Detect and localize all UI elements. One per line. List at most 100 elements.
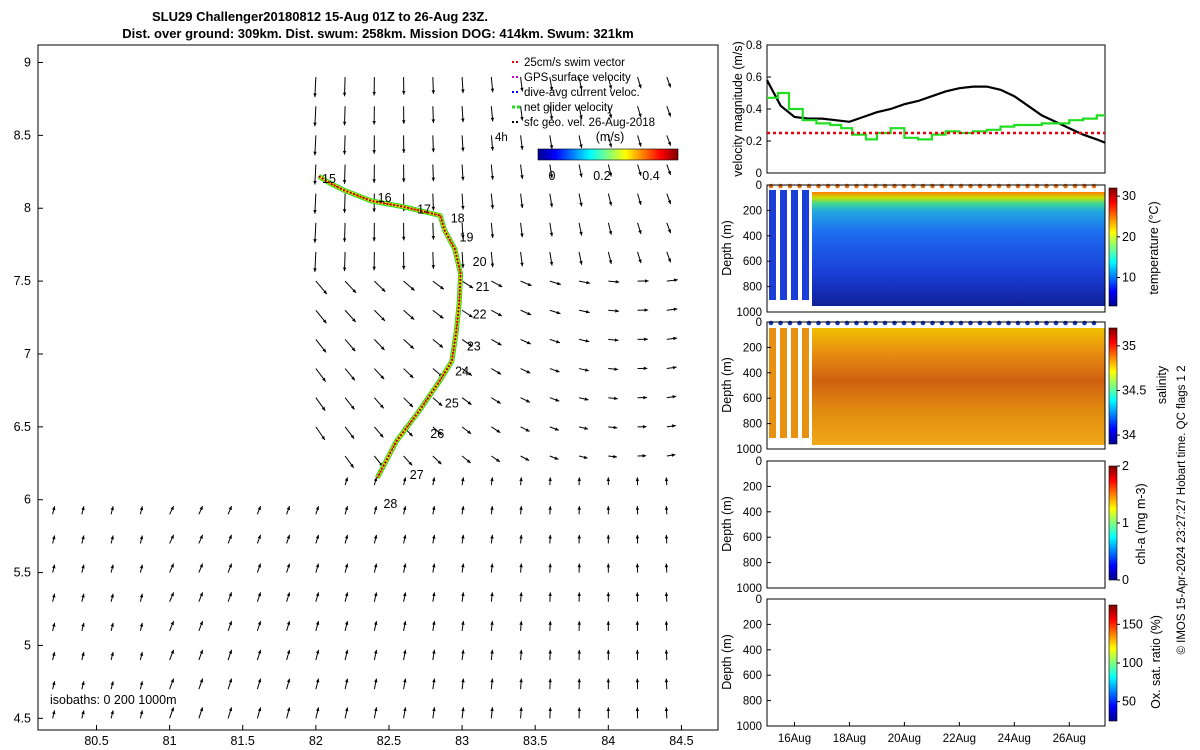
- sal-dot: [968, 320, 973, 326]
- velocity-arrowhead: [403, 592, 407, 597]
- velocity-arrowhead: [313, 180, 317, 185]
- sal-dot: [958, 320, 964, 326]
- velocity-arrowhead: [461, 235, 465, 239]
- map-y-tick-label: 5.5: [14, 566, 31, 580]
- velocity-arrowhead: [490, 88, 495, 93]
- day-label: 28: [383, 497, 397, 511]
- velocity-arrowhead: [257, 534, 261, 539]
- sal-dot: [939, 320, 945, 326]
- velocity-arrowhead: [170, 678, 174, 683]
- temp-dot: [1044, 183, 1049, 189]
- velocity-y-tick-label: 0.8: [746, 40, 762, 52]
- velocity-arrowhead: [286, 563, 291, 568]
- day-label: 24: [455, 364, 469, 378]
- time-x-ticks: 16Aug 18Aug 20Aug 22Aug 24Aug 26Aug: [778, 722, 1086, 745]
- velocity-arrowhead: [352, 289, 357, 293]
- velocity-arrowhead: [635, 534, 640, 539]
- velocity-arrowhead: [635, 563, 640, 568]
- velocity-arrowhead: [579, 144, 583, 149]
- velocity-arrowhead: [170, 707, 175, 712]
- velocity-arrowhead: [519, 506, 523, 510]
- time-tick-label: 24Aug: [998, 733, 1031, 745]
- sal-dot: [873, 320, 878, 326]
- velocity-arrowhead: [548, 506, 552, 510]
- chla-panel: 0 200 400 600 800 1000 Depth (m) 2 1 0 chl-a (m…: [720, 456, 1148, 595]
- velocity-arrowhead: [439, 285, 444, 290]
- map-y-tick-label: 4.5: [14, 711, 31, 725]
- temp-dot: [873, 183, 878, 189]
- velocity-arrowhead: [635, 707, 640, 711]
- velocity-arrowhead: [199, 621, 203, 626]
- velocity-arrowhead: [81, 506, 85, 511]
- velocity-arrowhead: [257, 678, 262, 683]
- depth-tick-label: 400: [743, 231, 762, 243]
- temp-dot: [1053, 183, 1059, 189]
- map-panel: SLU29 Challenger20180812 15-Aug 01Z to 2…: [14, 9, 719, 748]
- velocity-arrowhead: [315, 592, 320, 597]
- depth-tick-label: 800: [743, 419, 762, 431]
- velocity-arrowhead: [643, 366, 648, 371]
- velocity-arrowhead: [52, 564, 56, 569]
- velocity-arrowhead: [286, 534, 291, 539]
- velocity-arrowhead: [606, 506, 611, 510]
- velocity-arrowhead: [490, 146, 495, 151]
- velocity-arrowhead: [468, 342, 473, 347]
- temp-dot: [958, 183, 964, 189]
- velocity-arrowhead: [490, 678, 494, 683]
- velocity-arrowhead: [228, 621, 233, 626]
- velocity-arrowhead: [110, 710, 114, 715]
- velocity-arrowhead: [577, 506, 581, 510]
- velocity-arrowhead: [342, 209, 347, 213]
- depth-tick-label: 200: [743, 481, 762, 493]
- velocity-panel: 0 0.2 0.4 0.6 0.8 velocity magnitude (m/s): [731, 40, 1106, 180]
- map-x-tick-label: 81.5: [231, 734, 255, 748]
- velocity-arrowhead: [585, 310, 590, 314]
- legend-time-label: 4h: [495, 132, 508, 144]
- oxygen-panel: 0 200 400 600 800 1000 16Aug 18Aug 20Aug 22Aug 24…: [720, 594, 1163, 745]
- velocity-arrowhead: [672, 365, 677, 370]
- velocity-arrowhead: [667, 170, 672, 175]
- velocity-arrowhead: [313, 93, 317, 98]
- velocity-arrowhead: [548, 707, 552, 712]
- velocity-arrowhead: [519, 534, 523, 539]
- colorbar-tick-label: 2: [1122, 459, 1129, 473]
- velocity-arrowhead: [342, 238, 347, 243]
- velocity-arrowhead: [496, 429, 501, 433]
- temp-dot: [1082, 183, 1087, 189]
- velocity-arrowhead: [286, 678, 291, 683]
- sal-dot: [892, 320, 897, 326]
- velocity-arrowhead: [577, 707, 581, 711]
- velocity-arrowhead: [351, 318, 356, 323]
- velocity-y-tick-label: 0.6: [746, 72, 762, 84]
- temp-dot: [854, 183, 859, 189]
- depth-tick-label: 0: [756, 594, 762, 606]
- sal-dot: [835, 320, 840, 326]
- velocity-arrowhead: [170, 506, 174, 511]
- velocity-arrowhead: [372, 266, 376, 271]
- velocity-arrowhead: [520, 116, 524, 121]
- day-label: 18: [451, 211, 465, 225]
- map-x-tick-label: 81: [163, 734, 177, 748]
- velocity-arrowhead: [350, 463, 354, 468]
- sal-dot: [1015, 320, 1021, 326]
- velocity-arrowhead: [342, 267, 347, 272]
- velocity-arrowhead: [409, 374, 414, 378]
- velocity-arrowhead: [373, 563, 378, 568]
- temp-dot: [977, 183, 983, 189]
- velocity-arrowhead: [381, 317, 385, 321]
- velocity-arrowhead: [664, 707, 669, 712]
- sal-dot: [911, 320, 916, 326]
- velocity-arrowhead: [170, 621, 174, 626]
- velocity-arrowhead: [579, 231, 583, 236]
- velocity-arrowhead: [374, 678, 378, 683]
- velocity-arrowhead: [606, 563, 611, 568]
- velocity-arrowhead: [635, 506, 640, 510]
- velocity-arrowhead: [577, 477, 581, 482]
- temp-dot: [778, 183, 783, 189]
- colorbar-tick-0: 0: [549, 169, 556, 183]
- velocity-arrowhead: [614, 367, 619, 371]
- velocity-arrowhead: [52, 710, 56, 715]
- velocity-arrowhead: [520, 233, 524, 238]
- velocity-arrowhead: [461, 89, 465, 94]
- velocity-arrowhead: [608, 230, 613, 235]
